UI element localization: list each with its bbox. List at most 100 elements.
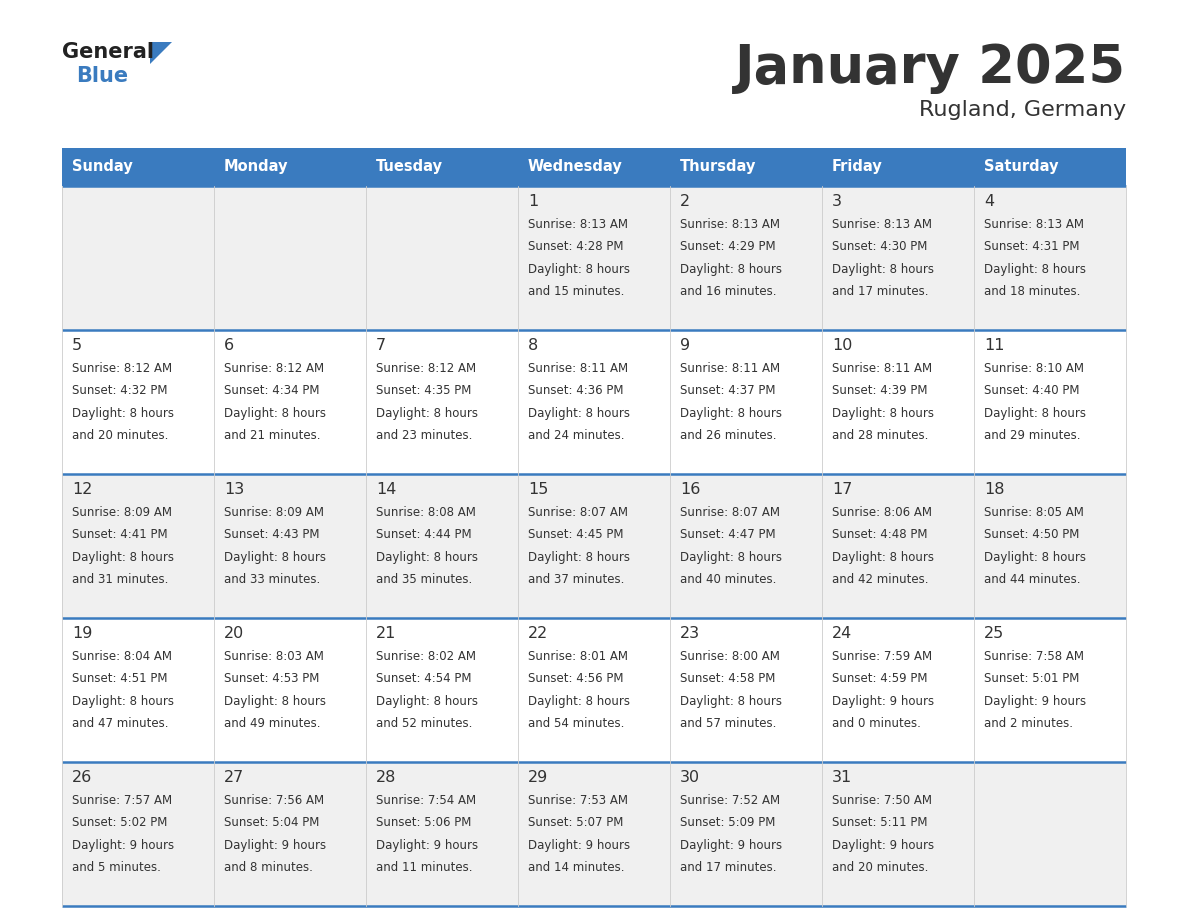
Text: and 42 minutes.: and 42 minutes. [832,573,929,586]
Text: Daylight: 8 hours: Daylight: 8 hours [680,263,782,275]
Text: and 20 minutes.: and 20 minutes. [72,429,169,442]
Text: 20: 20 [225,626,245,641]
Text: Daylight: 8 hours: Daylight: 8 hours [375,407,478,420]
Text: Sunrise: 7:56 AM: Sunrise: 7:56 AM [225,794,324,807]
Text: and 16 minutes.: and 16 minutes. [680,285,777,298]
Text: Sunset: 4:47 PM: Sunset: 4:47 PM [680,529,776,542]
Text: Sunset: 4:59 PM: Sunset: 4:59 PM [832,672,928,686]
Text: 18: 18 [984,482,1005,497]
Text: and 24 minutes.: and 24 minutes. [527,429,625,442]
Text: Sunrise: 8:03 AM: Sunrise: 8:03 AM [225,650,324,663]
Text: Daylight: 8 hours: Daylight: 8 hours [225,407,326,420]
Text: 7: 7 [375,338,386,353]
Text: Friday: Friday [832,160,883,174]
Text: Sunset: 4:53 PM: Sunset: 4:53 PM [225,672,320,686]
Text: 10: 10 [832,338,852,353]
Text: 19: 19 [72,626,93,641]
Text: 21: 21 [375,626,397,641]
Text: Daylight: 8 hours: Daylight: 8 hours [832,551,934,564]
Text: and 21 minutes.: and 21 minutes. [225,429,321,442]
Text: Sunrise: 8:08 AM: Sunrise: 8:08 AM [375,506,476,519]
Bar [518,148,670,186]
Text: Sunset: 4:41 PM: Sunset: 4:41 PM [72,529,168,542]
Text: Sunset: 4:45 PM: Sunset: 4:45 PM [527,529,624,542]
Bar [62,148,214,186]
Text: Sunset: 4:51 PM: Sunset: 4:51 PM [72,672,168,686]
Text: Sunset: 4:50 PM: Sunset: 4:50 PM [984,529,1080,542]
Text: and 28 minutes.: and 28 minutes. [832,429,928,442]
Text: Sunrise: 8:06 AM: Sunrise: 8:06 AM [832,506,933,519]
Text: Tuesday: Tuesday [375,160,443,174]
Text: 30: 30 [680,770,700,785]
Text: Sunset: 5:09 PM: Sunset: 5:09 PM [680,816,776,829]
Text: Daylight: 8 hours: Daylight: 8 hours [72,695,173,708]
Text: 12: 12 [72,482,93,497]
Text: and 31 minutes.: and 31 minutes. [72,573,169,586]
Bar [62,762,1126,906]
Text: Sunrise: 8:09 AM: Sunrise: 8:09 AM [225,506,324,519]
Text: 25: 25 [984,626,1004,641]
Text: and 47 minutes.: and 47 minutes. [72,717,169,730]
Text: Daylight: 8 hours: Daylight: 8 hours [72,407,173,420]
Text: Sunrise: 8:07 AM: Sunrise: 8:07 AM [680,506,781,519]
Text: Daylight: 8 hours: Daylight: 8 hours [527,551,630,564]
Text: Sunset: 5:06 PM: Sunset: 5:06 PM [375,816,472,829]
Text: and 18 minutes.: and 18 minutes. [984,285,1080,298]
Text: Daylight: 8 hours: Daylight: 8 hours [527,263,630,275]
Text: Daylight: 8 hours: Daylight: 8 hours [984,551,1086,564]
Text: Sunrise: 7:59 AM: Sunrise: 7:59 AM [832,650,933,663]
Bar [974,148,1126,186]
Text: and 33 minutes.: and 33 minutes. [225,573,321,586]
Bar [670,148,822,186]
Text: Sunset: 5:01 PM: Sunset: 5:01 PM [984,672,1080,686]
Text: 9: 9 [680,338,690,353]
Text: 23: 23 [680,626,700,641]
Text: Daylight: 9 hours: Daylight: 9 hours [527,839,630,852]
Text: Sunrise: 8:13 AM: Sunrise: 8:13 AM [832,218,933,231]
Text: 15: 15 [527,482,549,497]
Bar [62,474,1126,618]
Polygon shape [150,42,172,64]
Text: Daylight: 9 hours: Daylight: 9 hours [832,695,934,708]
Text: Sunrise: 8:11 AM: Sunrise: 8:11 AM [832,362,933,375]
Text: 14: 14 [375,482,397,497]
Text: 29: 29 [527,770,548,785]
Text: Blue: Blue [76,66,128,86]
Text: Sunset: 4:36 PM: Sunset: 4:36 PM [527,385,624,397]
Text: 6: 6 [225,338,234,353]
Text: Sunset: 4:39 PM: Sunset: 4:39 PM [832,385,928,397]
Text: Sunrise: 8:09 AM: Sunrise: 8:09 AM [72,506,172,519]
Text: Sunset: 4:43 PM: Sunset: 4:43 PM [225,529,320,542]
Text: 2: 2 [680,194,690,209]
Text: Wednesday: Wednesday [527,160,623,174]
Text: and 17 minutes.: and 17 minutes. [680,861,777,874]
Text: Sunrise: 7:58 AM: Sunrise: 7:58 AM [984,650,1083,663]
Text: 16: 16 [680,482,701,497]
Text: Sunrise: 8:13 AM: Sunrise: 8:13 AM [680,218,781,231]
Text: Daylight: 8 hours: Daylight: 8 hours [527,695,630,708]
Text: Sunrise: 8:12 AM: Sunrise: 8:12 AM [225,362,324,375]
Text: and 49 minutes.: and 49 minutes. [225,717,321,730]
Text: Sunset: 4:28 PM: Sunset: 4:28 PM [527,241,624,253]
Text: Saturday: Saturday [984,160,1059,174]
Text: and 52 minutes.: and 52 minutes. [375,717,473,730]
Text: 1: 1 [527,194,538,209]
Text: Sunrise: 8:11 AM: Sunrise: 8:11 AM [680,362,781,375]
Text: Sunrise: 8:11 AM: Sunrise: 8:11 AM [527,362,628,375]
Text: Sunday: Sunday [72,160,133,174]
Text: Daylight: 8 hours: Daylight: 8 hours [375,695,478,708]
Text: and 23 minutes.: and 23 minutes. [375,429,473,442]
Text: Sunset: 4:32 PM: Sunset: 4:32 PM [72,385,168,397]
Text: Sunset: 5:02 PM: Sunset: 5:02 PM [72,816,168,829]
Text: Daylight: 8 hours: Daylight: 8 hours [375,551,478,564]
Text: and 35 minutes.: and 35 minutes. [375,573,473,586]
Text: Daylight: 9 hours: Daylight: 9 hours [72,839,175,852]
Text: Sunrise: 8:10 AM: Sunrise: 8:10 AM [984,362,1083,375]
Text: Sunset: 4:35 PM: Sunset: 4:35 PM [375,385,472,397]
Text: Sunset: 5:07 PM: Sunset: 5:07 PM [527,816,624,829]
Text: Sunset: 4:44 PM: Sunset: 4:44 PM [375,529,472,542]
Text: Sunrise: 7:54 AM: Sunrise: 7:54 AM [375,794,476,807]
Text: Daylight: 8 hours: Daylight: 8 hours [680,695,782,708]
Text: Sunset: 4:58 PM: Sunset: 4:58 PM [680,672,776,686]
Text: and 8 minutes.: and 8 minutes. [225,861,312,874]
